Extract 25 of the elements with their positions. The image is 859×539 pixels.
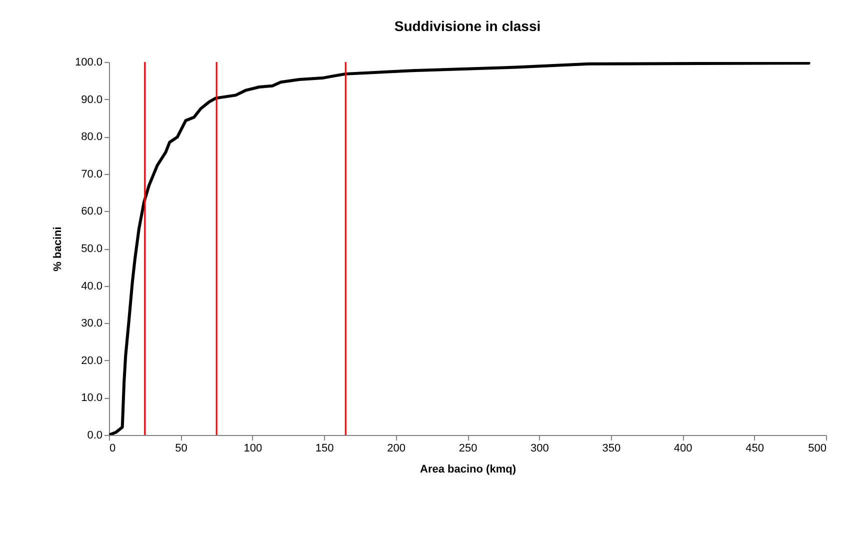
x-tick-label: 150 — [315, 442, 334, 454]
x-tick-label: 50 — [175, 442, 188, 454]
x-tick-label: 350 — [602, 442, 621, 454]
y-axis-title: % bacini — [52, 226, 64, 272]
x-tick-label: 300 — [530, 442, 549, 454]
y-tick-label: 90.0 — [81, 94, 102, 106]
x-tick-label: 450 — [746, 442, 764, 454]
x-tick-label: 500 — [808, 442, 826, 454]
y-tick-label: 60.0 — [81, 206, 102, 218]
y-tick-label: 80.0 — [81, 131, 102, 144]
x-tick-label: 200 — [387, 442, 406, 454]
x-tick-label: 400 — [674, 442, 692, 454]
y-tick-label: 10.0 — [81, 392, 102, 404]
y-tick-label: 50.0 — [81, 243, 102, 255]
y-tick-label: 30.0 — [81, 318, 102, 330]
y-tick-label: 70.0 — [81, 168, 102, 180]
x-tick-label: 100 — [244, 442, 262, 454]
y-tick-label: 100.0 — [74, 56, 102, 68]
y-tick-label: 0.0 — [87, 430, 102, 442]
x-tick-label: 250 — [458, 442, 478, 454]
x-tick-label: 0 — [110, 442, 116, 454]
y-tick-label: 20.0 — [81, 354, 102, 367]
chart-title: Suddivisione in classi — [394, 18, 541, 34]
y-tick-label: 40.0 — [81, 280, 102, 292]
x-axis-title: Area bacino (kmq) — [420, 464, 516, 476]
